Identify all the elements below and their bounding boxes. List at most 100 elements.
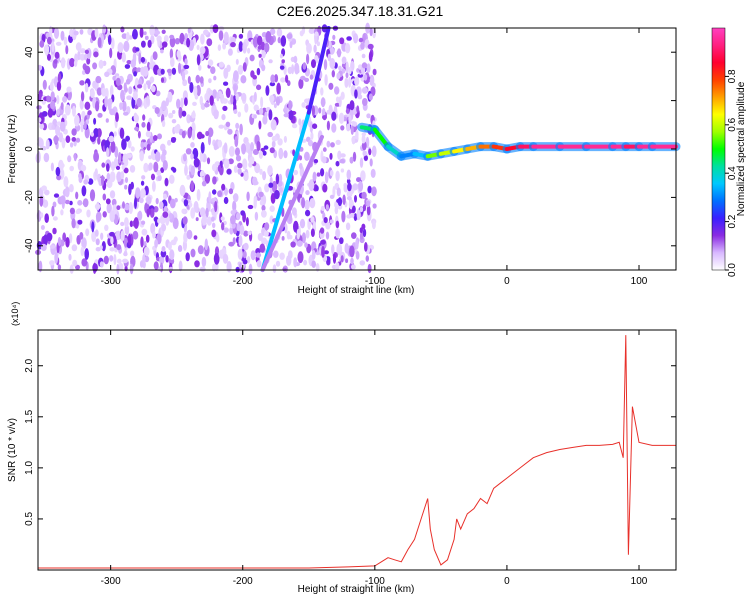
heatmap-cell xyxy=(60,102,64,110)
heatmap-cell xyxy=(230,94,234,105)
y-tick-label: 20 xyxy=(24,95,35,107)
heatmap-cell xyxy=(42,79,47,90)
heatmap-cell xyxy=(235,93,239,101)
heatmap-cell xyxy=(337,48,342,58)
heatmap-cell xyxy=(252,149,259,155)
heatmap-cell xyxy=(311,249,316,260)
heatmap-cell xyxy=(240,210,246,216)
heatmap-cell xyxy=(351,264,356,270)
heatmap-cell xyxy=(134,114,139,123)
heatmap-cell xyxy=(311,105,315,117)
heatmap-cell xyxy=(332,186,336,198)
heatmap-cell xyxy=(224,187,228,196)
heatmap-cell xyxy=(120,26,125,33)
heatmap-cell xyxy=(83,179,89,185)
heatmap-cell xyxy=(123,82,127,92)
heatmap-cell xyxy=(55,41,62,46)
heatmap-cell xyxy=(212,189,217,195)
heatmap-cell xyxy=(320,239,326,245)
spectrogram-x-label: Height of straight line (km) xyxy=(298,285,415,296)
heatmap-cell xyxy=(183,64,190,70)
heatmap-cell xyxy=(369,158,373,167)
heatmap-cell xyxy=(139,150,144,162)
heatmap-cell xyxy=(123,251,128,257)
heatmap-cell xyxy=(139,27,144,38)
heatmap-cell xyxy=(119,127,125,139)
heatmap-cell xyxy=(120,221,125,227)
heatmap-cell xyxy=(103,255,109,265)
heatmap-cell xyxy=(146,121,151,132)
heatmap-cell xyxy=(134,197,137,210)
heatmap-cell xyxy=(297,251,304,264)
heatmap-cell xyxy=(169,212,173,220)
heatmap-cell xyxy=(160,167,165,174)
heatmap-cell xyxy=(279,252,285,260)
heatmap-cell xyxy=(275,96,281,106)
heatmap-cell xyxy=(213,142,218,151)
heatmap-cell xyxy=(44,213,49,224)
heatmap-cell xyxy=(341,56,347,65)
heatmap-cell xyxy=(129,220,134,228)
heatmap-cell xyxy=(124,177,129,183)
heatmap-cell xyxy=(217,139,223,148)
heatmap-cell xyxy=(152,51,158,61)
heatmap-cell xyxy=(186,37,191,48)
heatmap-cell xyxy=(124,64,131,69)
heatmap-cell xyxy=(132,28,138,40)
heatmap-cell xyxy=(293,55,298,64)
heatmap-cell xyxy=(322,147,327,152)
heatmap-cell xyxy=(216,234,220,243)
heatmap-cell xyxy=(346,196,352,201)
heatmap-cell xyxy=(284,223,288,234)
heatmap-cell xyxy=(353,33,359,44)
heatmap-cell xyxy=(81,258,88,267)
heatmap-cell xyxy=(163,193,167,200)
heatmap-cell xyxy=(243,230,249,237)
heatmap-cell xyxy=(338,112,345,125)
heatmap-cell xyxy=(348,114,352,126)
heatmap-cell xyxy=(89,189,96,202)
heatmap-cell xyxy=(130,181,134,190)
heatmap-cell xyxy=(52,201,57,208)
heatmap-cell xyxy=(108,135,115,143)
heatmap-cell xyxy=(237,248,243,260)
heatmap-cell xyxy=(350,257,354,265)
heatmap-cell xyxy=(217,190,223,198)
heatmap-cell xyxy=(299,162,303,170)
heatmap-cell xyxy=(219,61,224,68)
heatmap-cell xyxy=(141,228,148,236)
heatmap-cell xyxy=(71,128,77,136)
heatmap-cell xyxy=(365,255,369,262)
heatmap-cell xyxy=(261,41,265,51)
heatmap-cell xyxy=(184,164,188,176)
y-tick-label: 2.0 xyxy=(24,358,35,372)
heatmap-cell xyxy=(223,196,229,205)
heatmap-cell xyxy=(95,211,102,222)
heatmap-cell xyxy=(208,78,212,84)
heatmap-cell xyxy=(269,147,275,154)
heatmap-cell xyxy=(262,171,267,181)
heatmap-cell xyxy=(356,209,361,221)
heatmap-cell xyxy=(106,163,110,172)
heatmap-cell xyxy=(192,101,197,106)
heatmap-cell xyxy=(113,131,117,137)
heatmap-cell xyxy=(101,174,104,187)
heatmap-cell xyxy=(51,124,55,130)
heatmap-cell xyxy=(193,85,198,97)
heatmap-cell xyxy=(78,175,83,184)
y-tick-label: 1.5 xyxy=(24,409,35,423)
heatmap-cell xyxy=(361,62,368,69)
heatmap-cell xyxy=(228,146,235,157)
heatmap-cell xyxy=(97,136,101,145)
heatmap-cell xyxy=(199,76,204,84)
heatmap-cell xyxy=(258,191,264,198)
heatmap-cell xyxy=(355,239,359,250)
heatmap-cell xyxy=(339,237,344,245)
heatmap-cell xyxy=(141,220,146,225)
heatmap-cell xyxy=(236,212,241,221)
heatmap-cell xyxy=(170,239,177,246)
heatmap-cell xyxy=(209,95,214,106)
heatmap-cell xyxy=(160,250,167,258)
heatmap-cell xyxy=(242,158,248,170)
heatmap-cell xyxy=(84,49,89,54)
